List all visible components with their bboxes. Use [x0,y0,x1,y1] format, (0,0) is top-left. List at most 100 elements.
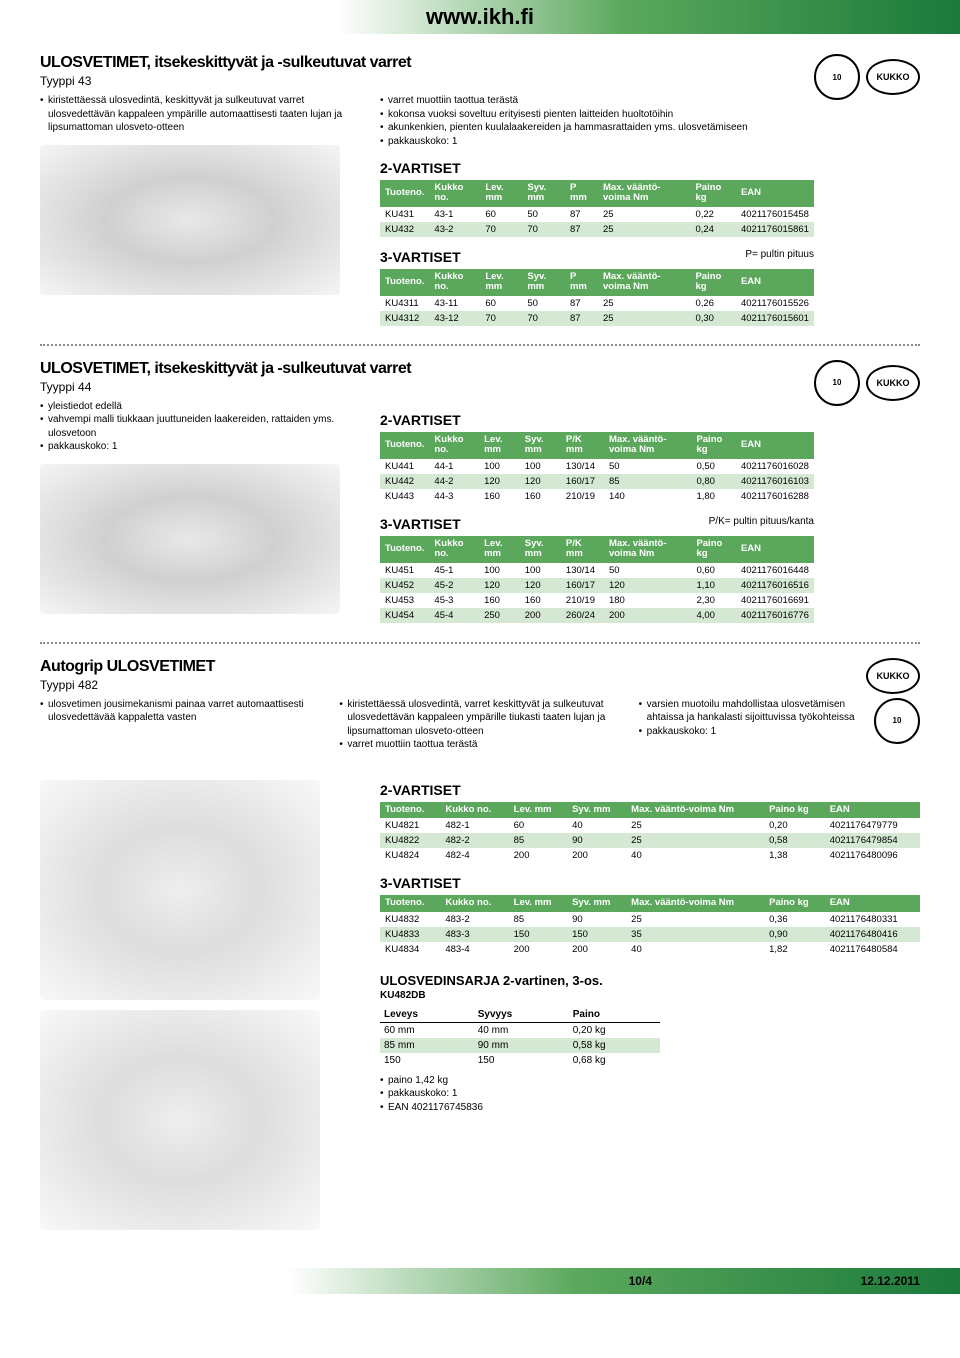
type-label: Tyyppi 482 [40,678,920,692]
col-header: Paino kg [764,895,825,911]
cell: 482-1 [440,818,508,833]
cell: 150 [567,927,626,942]
cell: 4021176015526 [736,296,814,311]
col-header: Lev. mm [509,895,567,911]
col-header: Syvyys [474,1007,569,1023]
cell: 40 [626,848,764,863]
divider [40,642,920,644]
col-header: EAN [825,802,920,818]
cell: 45-3 [429,593,479,608]
col-header: Paino [569,1007,660,1023]
kit-table: LeveysSyvyysPaino60 mm40 mm0,20 kg85 mm9… [380,1007,660,1068]
cell: 4021176480331 [825,912,920,927]
col-header: Syv. mm [520,432,561,459]
cell: KU4834 [380,942,440,957]
cell: 482-2 [440,833,508,848]
cell: 483-4 [440,942,508,957]
cell: 40 [567,818,626,833]
col-header: P/K mm [561,432,604,459]
col-header: EAN [736,536,814,563]
col-header: Tuoteno. [380,269,429,296]
bullet-item: yleistiedot edellä [40,400,360,414]
cell: 43-2 [429,222,480,237]
col-header: Max. vääntö-voima Nm [598,269,690,296]
cell: 0,80 [691,474,736,489]
cell: 4,00 [691,608,736,623]
cell: 90 [567,912,626,927]
cell: 25 [626,818,764,833]
page-number: 10/4 [629,1274,652,1288]
col-header: Kukko no. [429,269,480,296]
section-title: ULOSVETIMET, itsekeskittyvät ja -sulkeut… [40,360,920,378]
col-header: Syv. mm [522,269,565,296]
type-label: Tyyppi 44 [40,380,920,394]
cell: 120 [604,578,691,593]
bullet-item: ulosvetimen jousimekanismi painaa varret… [40,698,321,725]
cell: 210/19 [561,489,604,504]
cell: 0,90 [764,927,825,942]
table-title-3v: 3-VARTISET [380,875,920,891]
kit-box: ULOSVEDINSARJA 2-vartinen, 3-os. KU482DB… [380,973,920,1115]
table-2vartiset: Tuoteno.Kukko no.Lev. mmSyv. mmMax. vään… [380,802,920,863]
bullet-item: kiristettäessä ulosvedintä, varret keski… [339,698,620,739]
cell: 482-4 [440,848,508,863]
cell: 130/14 [561,459,604,474]
badges: 10 KUKKO [814,360,920,406]
cell: 85 [509,833,567,848]
col-header: EAN [736,180,814,207]
col-header: Max. vääntö-voima Nm [626,895,764,911]
bullets-c2: kiristettäessä ulosvedintä, varret keski… [339,698,620,752]
cell: 43-12 [429,311,480,326]
table-title-3v: 3-VARTISETP/K= pultin pituus/kanta [380,516,814,532]
col-header: Tuoteno. [380,802,440,818]
cell: 60 mm [380,1022,474,1038]
col-header: Paino kg [690,269,736,296]
header-url: www.ikh.fi [0,0,960,34]
col-header: Max. vääntö-voima Nm [598,180,690,207]
cell: 70 [480,311,522,326]
divider [40,344,920,346]
cell: 50 [604,459,691,474]
cell: 4021176015458 [736,207,814,222]
cell: 45-1 [429,563,479,578]
col-header: Tuoteno. [380,895,440,911]
cell: 0,22 [690,207,736,222]
cell: 90 [567,833,626,848]
col-header: P mm [565,269,598,296]
cell: 87 [565,296,598,311]
cell: 50 [522,296,565,311]
cell: KU4824 [380,848,440,863]
cell: 200 [567,942,626,957]
cell: 100 [479,563,520,578]
cell: KU441 [380,459,429,474]
cell: 200 [604,608,691,623]
cell: 4021176480416 [825,927,920,942]
bullet-item: pakkauskoko: 1 [380,1087,920,1101]
cell: 4021176479854 [825,833,920,848]
cell: 1,80 [691,489,736,504]
section-title: ULOSVETIMET, itsekeskittyvät ja -sulkeut… [40,54,920,72]
table-title-3v: 3-VARTISETP= pultin pituus [380,249,814,265]
cell: 0,50 [691,459,736,474]
cell: 200 [509,848,567,863]
col-header: Lev. mm [480,180,522,207]
cell: 4021176016691 [736,593,814,608]
cell: KU431 [380,207,429,222]
table-2vartiset: Tuoteno.Kukko no.Lev. mmSyv. mmP/K mmMax… [380,432,814,504]
cell: 4021176016103 [736,474,814,489]
badges: KUKKO [866,658,920,694]
cell: 90 mm [474,1038,569,1053]
bullet-item: EAN 4021176745836 [380,1101,920,1115]
cell: 100 [520,459,561,474]
cell: 44-1 [429,459,479,474]
col-header: EAN [736,432,814,459]
cell: KU4833 [380,927,440,942]
product-image [40,145,340,295]
cell: 70 [522,311,565,326]
section-title: Autogrip ULOSVETIMET [40,658,920,676]
cell: 0,36 [764,912,825,927]
cell: 25 [626,833,764,848]
cell: 50 [604,563,691,578]
cell: 160 [479,593,520,608]
bullet-item: varret muottiin taottua terästä [380,94,814,108]
